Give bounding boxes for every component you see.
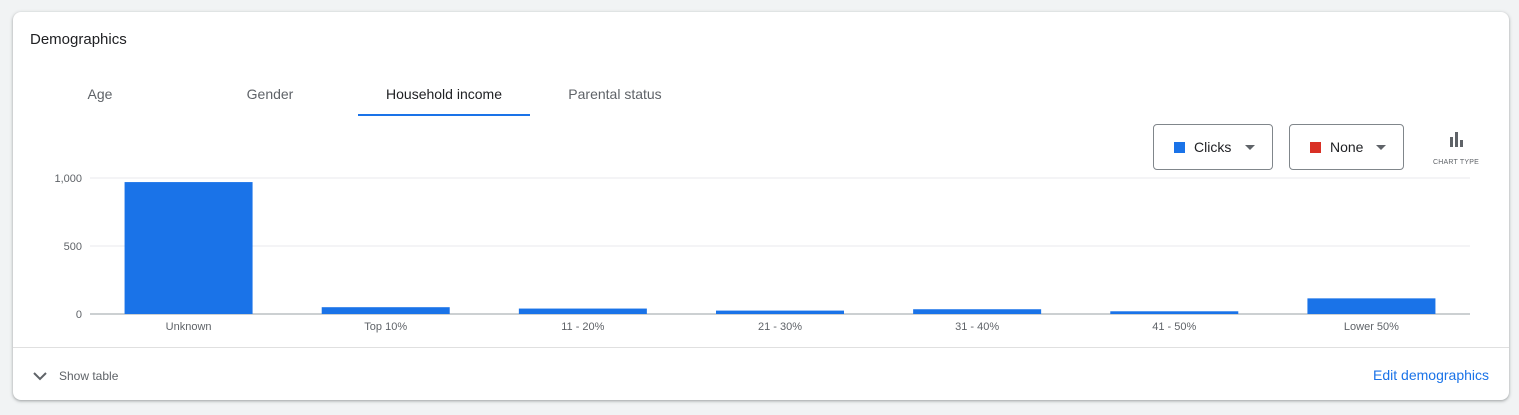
bar [1307, 298, 1436, 314]
bar [321, 307, 450, 314]
bar [1110, 311, 1239, 314]
metric2-dropdown[interactable]: None [1289, 124, 1404, 170]
x-tick-label: 11 - 20% [561, 321, 604, 333]
household-income-chart: 0 500 1,000 Unknown Top 10% 11 - 20% 21 - 30% 3… [54, 173, 1470, 333]
tab-parental-status[interactable]: Parental status [568, 86, 662, 102]
y-tick-label: 0 [76, 309, 82, 321]
chart-type-label: CHART TYPE [1433, 159, 1479, 166]
metric2-label: None [1330, 139, 1364, 155]
tab-household-income[interactable]: Household income [358, 74, 530, 116]
show-table-label: Show table [59, 369, 119, 383]
x-tick-label: Unknown [166, 321, 212, 333]
bar [913, 309, 1042, 314]
metric2-swatch [1310, 141, 1321, 153]
tab-gender[interactable]: Gender [246, 86, 294, 102]
x-tick-label: Top 10% [364, 321, 407, 333]
metric1-dropdown[interactable]: Clicks [1153, 124, 1273, 170]
y-tick-label: 1,000 [54, 173, 82, 185]
card-title: Demographics [30, 31, 127, 48]
bar [518, 308, 647, 314]
x-tick-label: 21 - 30% [758, 321, 802, 333]
bar [124, 182, 253, 314]
caret-down-icon [1376, 145, 1386, 150]
demographics-card: Demographics Age Gender Household income… [13, 12, 1509, 400]
caret-down-icon [1245, 145, 1255, 150]
metric1-swatch [1174, 141, 1185, 153]
chart-type-button[interactable]: CHART TYPE [1427, 130, 1485, 170]
x-tick-label: Lower 50% [1344, 321, 1399, 333]
y-tick-label: 500 [64, 241, 82, 253]
x-tick-label: 41 - 50% [1152, 321, 1196, 333]
bar [716, 310, 844, 314]
x-tick-label: 31 - 40% [955, 321, 999, 333]
chevron-down-icon [33, 372, 47, 381]
metric1-label: Clicks [1194, 139, 1232, 155]
tab-age[interactable]: Age [87, 86, 113, 102]
edit-demographics-link[interactable]: Edit demographics [1373, 367, 1489, 383]
bar-chart-icon [1450, 132, 1463, 147]
show-table-toggle[interactable]: Show table [31, 364, 118, 388]
footer-divider [13, 347, 1509, 348]
